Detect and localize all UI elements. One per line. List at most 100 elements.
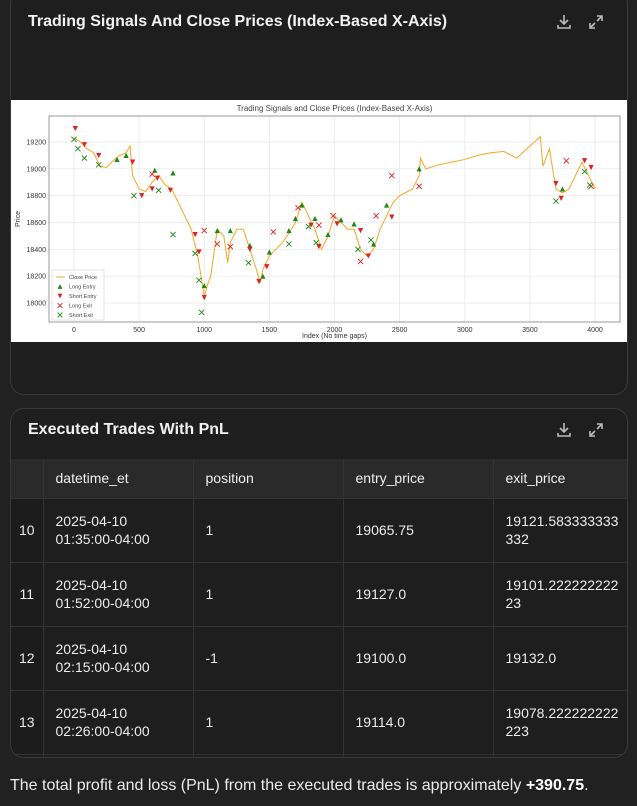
short-entry-marker bbox=[139, 193, 145, 199]
cell-entry-price: 19114.0 bbox=[343, 689, 494, 754]
expand-icon[interactable] bbox=[587, 421, 605, 439]
short-entry-marker bbox=[130, 159, 136, 165]
long-entry-marker bbox=[384, 202, 390, 208]
cell-entry-price: 19065.75 bbox=[343, 497, 494, 562]
long-exit-marker bbox=[563, 157, 570, 164]
long-entry-marker bbox=[286, 227, 292, 234]
short-exit-marker bbox=[170, 231, 176, 238]
long-exit-marker bbox=[373, 212, 380, 219]
long-entry-marker bbox=[247, 242, 253, 248]
exit-line-2: 332 bbox=[505, 531, 529, 547]
x-tick-label: 500 bbox=[133, 327, 145, 334]
long-exit-marker bbox=[416, 183, 423, 190]
table-row: 12 2025-04-10 02:15:00-04:00 -1 19100.0 1… bbox=[11, 625, 627, 690]
time: 02:26:00-04:00 bbox=[55, 723, 150, 739]
long-entry-marker bbox=[123, 152, 129, 159]
legend-swatch bbox=[57, 284, 63, 289]
short-exit-marker bbox=[81, 155, 88, 162]
short-exit-marker bbox=[368, 237, 374, 243]
short-entry-marker bbox=[96, 152, 102, 159]
download-icon[interactable] bbox=[555, 421, 573, 439]
short-exit-marker bbox=[74, 145, 81, 152]
x-tick-label: 2000 bbox=[327, 327, 343, 334]
short-exit-marker bbox=[95, 161, 102, 168]
long-entry-marker bbox=[170, 170, 176, 176]
x-tick-label: 3500 bbox=[522, 327, 538, 334]
cell-exit-price: 19101.222222222 23 bbox=[493, 561, 627, 626]
x-tick-label: 2500 bbox=[392, 327, 408, 334]
plot-frame bbox=[48, 115, 621, 323]
time: 02:15:00-04:00 bbox=[55, 659, 150, 675]
short-entry-marker bbox=[149, 186, 155, 192]
short-entry-marker bbox=[247, 246, 253, 252]
short-entry-marker bbox=[72, 125, 78, 132]
date: 2025-04-10 bbox=[55, 577, 128, 593]
column-header-entry-price[interactable]: entry_price bbox=[343, 459, 494, 498]
cell-position: 1 bbox=[193, 689, 344, 754]
legend-swatch bbox=[57, 293, 63, 299]
exit-line-2: 223 bbox=[505, 723, 529, 739]
long-entry-marker bbox=[416, 166, 422, 172]
row-index: 12 bbox=[11, 625, 44, 690]
short-exit-marker bbox=[581, 168, 588, 175]
x-tick-label: 1000 bbox=[196, 327, 212, 334]
short-exit-marker bbox=[198, 309, 205, 316]
long-entry-marker bbox=[370, 241, 377, 247]
cell-exit-price: 19132.0 bbox=[493, 625, 627, 690]
legend-label: Close Price bbox=[69, 275, 97, 281]
short-entry-marker bbox=[154, 175, 160, 181]
table-row: 11 2025-04-10 01:52:00-04:00 1 19127.0 19… bbox=[11, 561, 627, 626]
column-header-exit-price[interactable]: exit_price bbox=[493, 459, 627, 498]
long-exit-marker bbox=[388, 172, 395, 179]
short-entry-marker bbox=[264, 264, 270, 270]
long-entry-marker bbox=[114, 156, 120, 163]
legend-label: Short Entry bbox=[69, 294, 97, 300]
cell-position: -1 bbox=[193, 625, 344, 690]
short-exit-marker bbox=[192, 250, 199, 257]
short-entry-marker bbox=[581, 158, 588, 164]
legend-swatch bbox=[57, 312, 63, 318]
long-exit-marker bbox=[270, 228, 277, 235]
long-entry-marker bbox=[325, 231, 331, 238]
chart-title: Trading Signals and Close Prices (Index-… bbox=[237, 104, 433, 113]
short-entry-marker bbox=[558, 195, 564, 201]
column-header-datetime[interactable]: datetime_et bbox=[43, 459, 194, 498]
column-header-position[interactable]: position bbox=[193, 459, 344, 498]
long-entry-marker bbox=[559, 186, 566, 192]
long-entry-marker bbox=[152, 167, 158, 173]
legend-label: Long Entry bbox=[69, 285, 96, 291]
y-tick-label: 18800 bbox=[27, 193, 47, 200]
date: 2025-04-10 bbox=[55, 513, 128, 529]
pnl-summary: The total profit and loss (PnL) from the… bbox=[10, 777, 589, 795]
long-exit-marker bbox=[357, 258, 364, 265]
short-exit-marker bbox=[586, 182, 593, 188]
short-entry-marker bbox=[389, 214, 395, 220]
expand-icon[interactable] bbox=[587, 13, 605, 31]
download-icon[interactable] bbox=[555, 13, 573, 31]
short-exit-marker bbox=[155, 187, 162, 194]
long-entry-marker bbox=[299, 202, 305, 208]
long-entry-marker bbox=[201, 282, 207, 289]
short-entry-marker bbox=[334, 221, 340, 227]
short-entry-marker bbox=[553, 180, 559, 187]
short-entry-marker bbox=[365, 253, 371, 259]
short-exit-marker bbox=[285, 241, 292, 247]
short-entry-marker bbox=[308, 222, 314, 228]
exit-line-1: 19132.0 bbox=[505, 650, 557, 666]
row-index: 10 bbox=[11, 497, 44, 562]
close-price-line bbox=[73, 135, 596, 297]
y-axis-label: Price bbox=[15, 211, 22, 227]
chart-image: 0 500 1000 1500 2000 2500 3000 3500 4000 18000 182… bbox=[11, 100, 627, 342]
short-exit-marker bbox=[355, 246, 361, 253]
column-header-index[interactable] bbox=[11, 459, 44, 498]
long-entry-marker bbox=[312, 215, 318, 222]
table-card: Executed Trades With PnL datetime_et pos… bbox=[10, 408, 628, 758]
pnl-value: +390.75 bbox=[525, 777, 585, 794]
summary-end: . bbox=[584, 777, 589, 794]
table-card-title: Executed Trades With PnL bbox=[28, 421, 229, 438]
exit-line-2: 23 bbox=[505, 595, 522, 611]
x-axis-label: Index (No time gaps) bbox=[302, 333, 367, 340]
time: 01:35:00-04:00 bbox=[55, 531, 150, 547]
y-tick-label: 18400 bbox=[27, 247, 47, 254]
exit-line-1: 19121.583333333 bbox=[505, 513, 619, 529]
